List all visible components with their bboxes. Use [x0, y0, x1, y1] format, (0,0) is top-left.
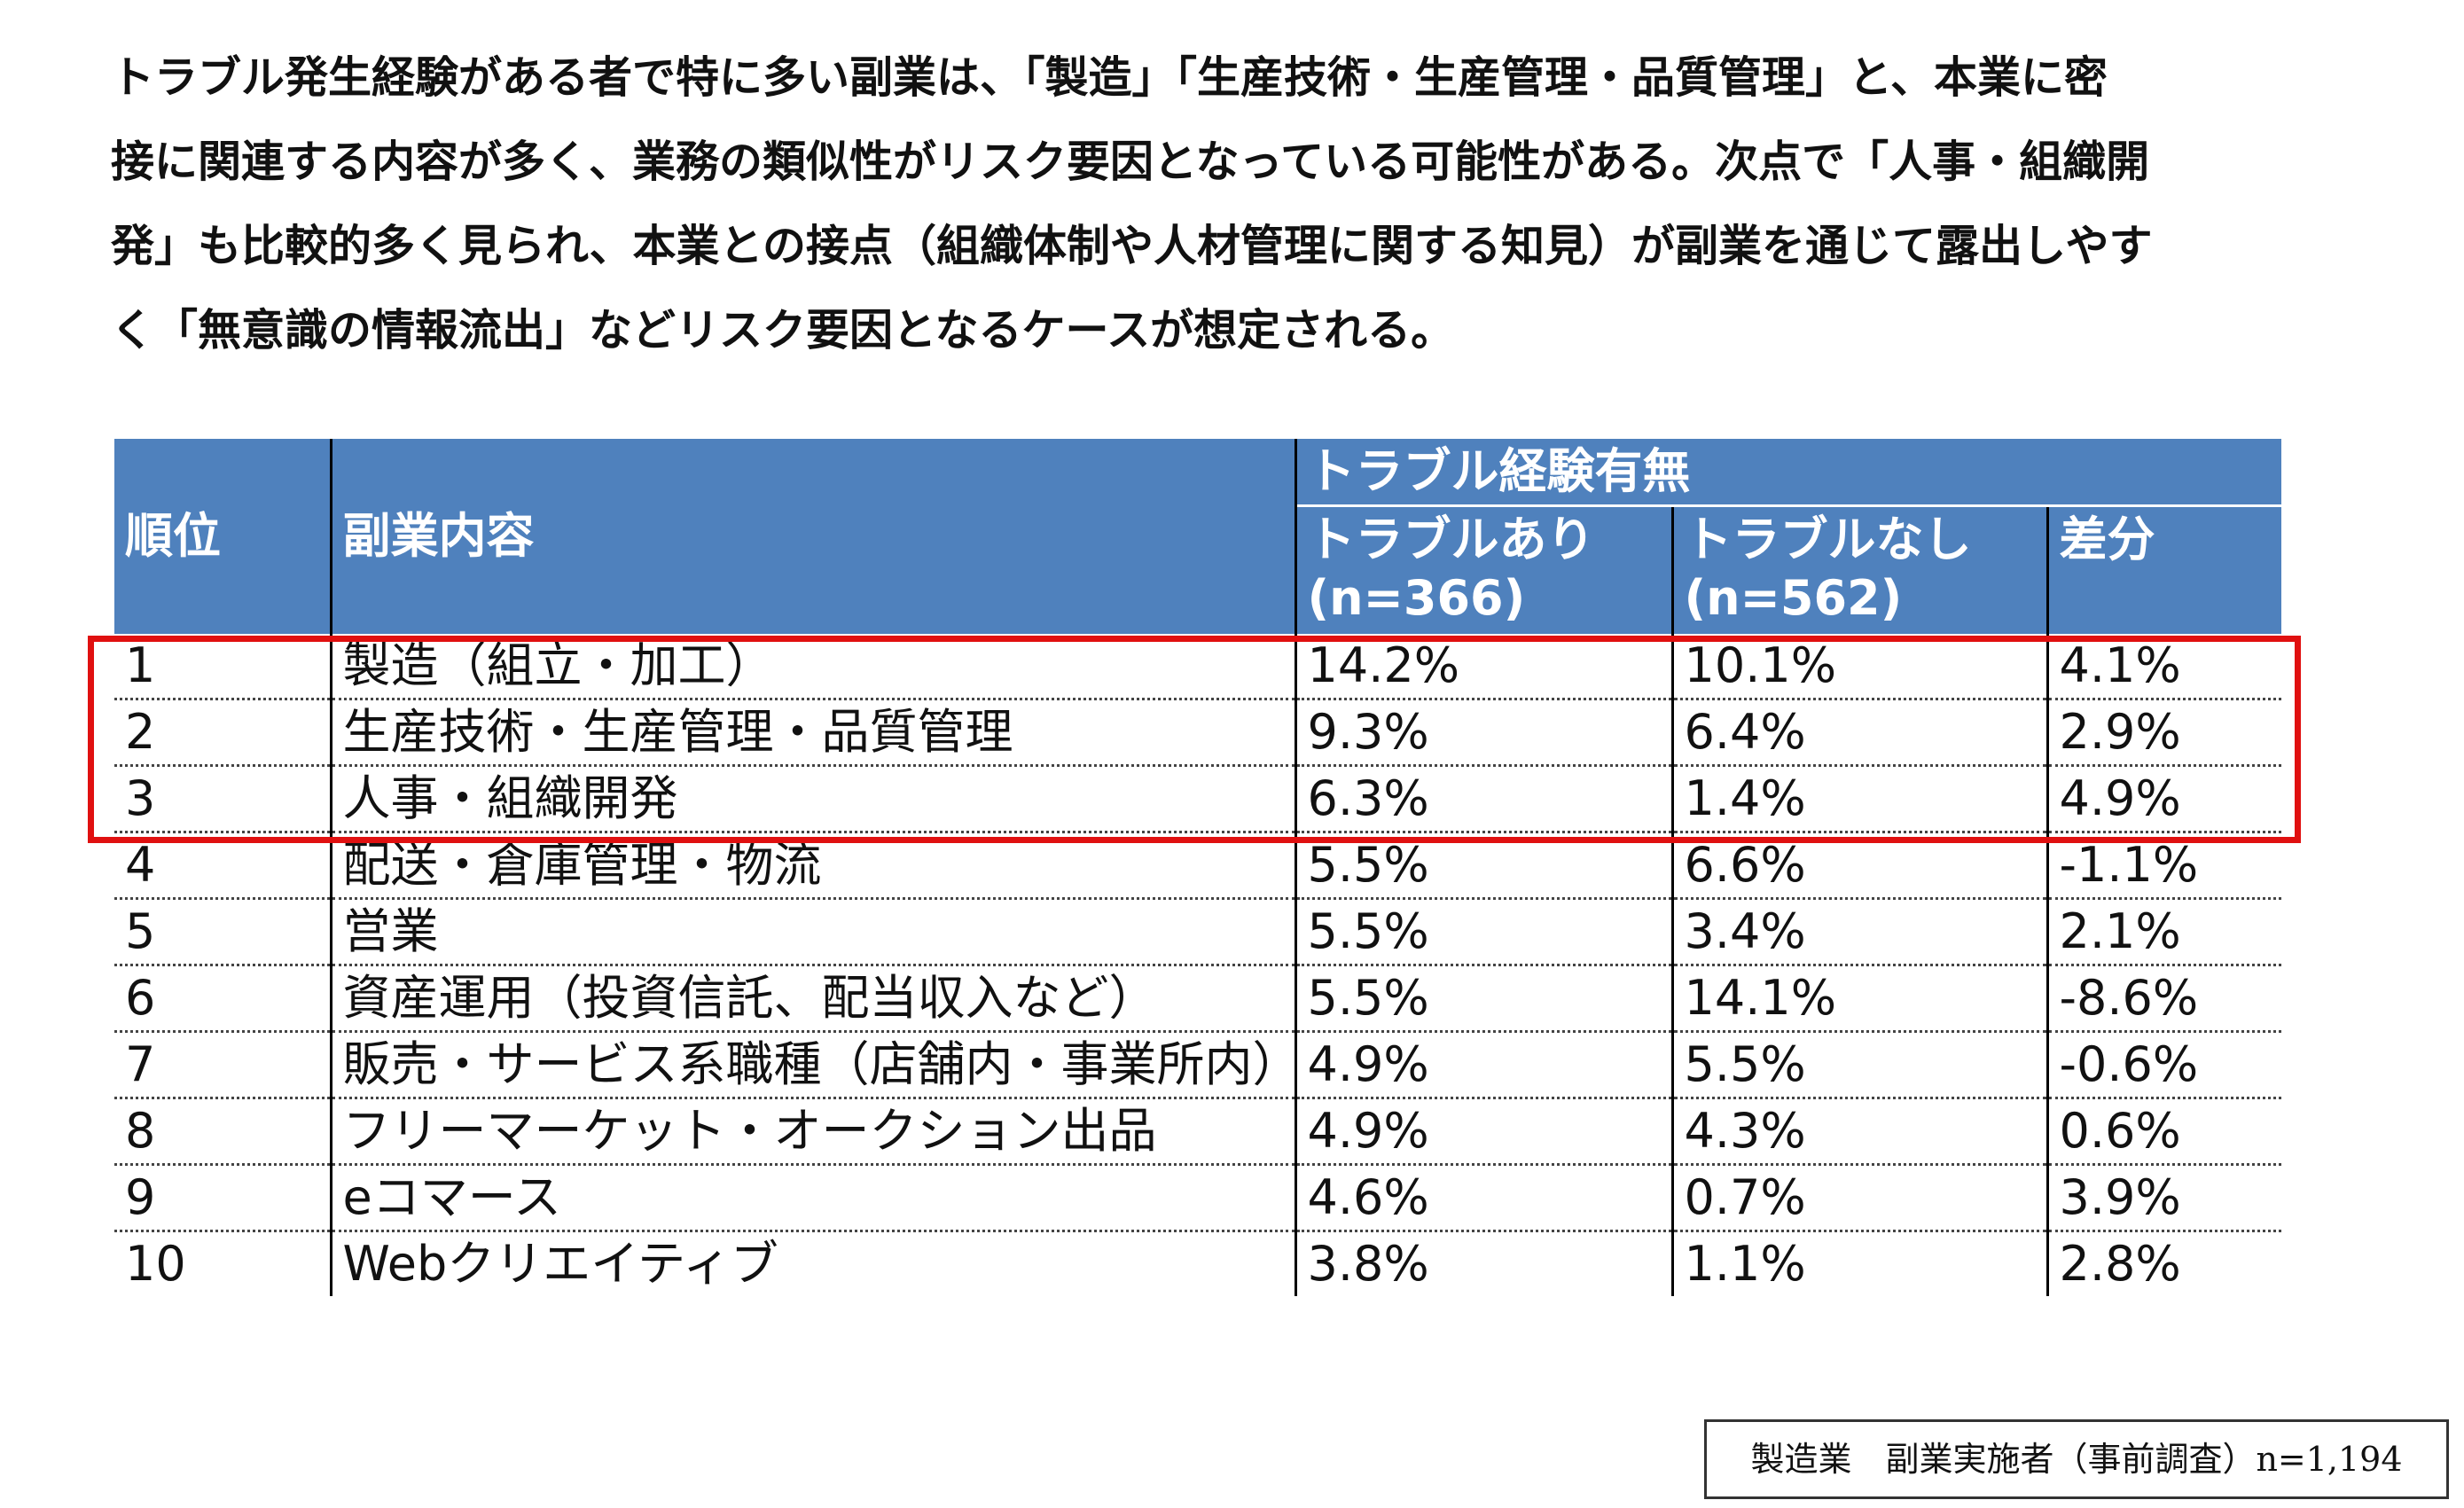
rank-cell: 7 [114, 1031, 331, 1099]
header-group: トラブル経験有無 [1294, 439, 2281, 506]
table-row: 10 Webクリエイティブ 3.8% 1.1% 2.8% [114, 1231, 2281, 1296]
table-row: 3 人事・組織開発 6.3% 1.4% 4.9% [114, 765, 2281, 833]
without-trouble-cell: 4.3% [1670, 1098, 2047, 1166]
with-trouble-cell: 4.9% [1294, 1098, 1672, 1166]
rank-cell: 3 [114, 765, 331, 833]
without-trouble-cell: 1.4% [1670, 765, 2047, 833]
header-without: トラブルなし (n=562) [1670, 504, 2047, 634]
table-row: 5 営業 5.5% 3.4% 2.1% [114, 898, 2281, 966]
difference-cell: 4.9% [2046, 765, 2281, 833]
with-trouble-cell: 5.5% [1294, 965, 1672, 1033]
difference-cell: 2.8% [2046, 1231, 2281, 1296]
content-cell: 営業 [329, 898, 1295, 966]
with-trouble-cell: 5.5% [1294, 898, 1672, 966]
content-cell: 販売・サービス系職種（店舗内・事業所内） [329, 1031, 1301, 1099]
paragraph: トラブル発生経験がある者で特に多い副業は、「製造」「生産技術・生産管理・品質管理… [111, 35, 2381, 372]
content-cell: 製造（組立・加工） [329, 633, 1295, 700]
paragraph-line: く「無意識の情報流出」などリスク要因となるケースが想定される。 [111, 304, 1455, 356]
rank-cell: 9 [114, 1164, 331, 1232]
header-with: トラブルあり (n=366) [1294, 504, 1672, 634]
paragraph-line: 発」も比較的多く見られ、本業との接点（組織体制や人材管理に関する知見）が副業を通… [111, 220, 2153, 271]
rank-cell: 6 [114, 965, 331, 1033]
difference-cell: 2.1% [2046, 898, 2281, 966]
table-row: 6 資産運用（投資信託、配当収入など） 5.5% 14.1% -8.6% [114, 965, 2281, 1033]
ranking-table: 順位 副業内容 トラブル経験有無 トラブルあり (n=366) トラブルなし (… [114, 439, 2281, 1296]
without-trouble-cell: 3.4% [1670, 898, 2047, 966]
rank-cell: 5 [114, 898, 331, 966]
rank-cell: 1 [114, 633, 331, 700]
table-row: 8 フリーマーケット・オークション出品 4.9% 4.3% 0.6% [114, 1098, 2281, 1166]
header-diff: 差分 [2046, 504, 2281, 634]
with-trouble-cell: 3.8% [1294, 1231, 1672, 1296]
rank-cell: 2 [114, 699, 331, 767]
content-cell: 生産技術・生産管理・品質管理 [329, 699, 1295, 767]
with-trouble-cell: 14.2% [1294, 633, 1672, 700]
without-trouble-cell: 5.5% [1670, 1031, 2047, 1099]
table-row: 7 販売・サービス系職種（店舗内・事業所内） 4.9% 5.5% -0.6% [114, 1031, 2281, 1099]
with-trouble-cell: 4.9% [1294, 1031, 1672, 1099]
highlight-box [88, 636, 2301, 843]
without-trouble-cell: 6.4% [1670, 699, 2047, 767]
header-content: 副業内容 [329, 439, 1295, 634]
table-body: 1 製造（組立・加工） 14.2% 10.1% 4.1% 2 生産技術・生産管理・品質管理 9… [114, 633, 2281, 1296]
with-trouble-cell: 9.3% [1294, 699, 1672, 767]
paragraph-line: トラブル発生経験がある者で特に多い副業は、「製造」「生産技術・生産管理・品質管理… [111, 51, 2108, 103]
difference-cell: 0.6% [2046, 1098, 2281, 1166]
header-rank: 順位 [114, 439, 331, 634]
table-row: 9 eコマース 4.6% 0.7% 3.9% [114, 1164, 2281, 1232]
with-trouble-cell: 6.3% [1294, 765, 1672, 833]
content-cell: Webクリエイティブ [329, 1231, 1295, 1296]
difference-cell: 3.9% [2046, 1164, 2281, 1232]
table-row: 2 生産技術・生産管理・品質管理 9.3% 6.4% 2.9% [114, 699, 2281, 767]
rank-cell: 8 [114, 1098, 331, 1166]
difference-cell: -8.6% [2046, 965, 2281, 1033]
paragraph-line: 接に関連する内容が多く、業務の類似性がリスク要因となっている可能性がある。次点で… [111, 136, 2150, 187]
difference-cell: 4.1% [2046, 633, 2281, 700]
content-cell: eコマース [329, 1164, 1295, 1232]
without-trouble-cell: 14.1% [1670, 965, 2047, 1033]
rank-cell: 10 [125, 1235, 186, 1292]
content-cell: 人事・組織開発 [329, 765, 1295, 833]
source-note: 製造業 副業実施者（事前調査）n=1,194 [1704, 1419, 2449, 1499]
without-trouble-cell: 0.7% [1670, 1164, 2047, 1232]
difference-cell: 2.9% [2046, 699, 2281, 767]
content-cell: フリーマーケット・オークション出品 [329, 1098, 1295, 1166]
table-row: 1 製造（組立・加工） 14.2% 10.1% 4.1% [114, 633, 2281, 700]
content-cell: 資産運用（投資信託、配当収入など） [329, 965, 1295, 1033]
with-trouble-cell: 4.6% [1294, 1164, 1672, 1232]
difference-cell: -0.6% [2046, 1031, 2281, 1099]
without-trouble-cell: 10.1% [1670, 633, 2047, 700]
without-trouble-cell: 1.1% [1670, 1231, 2047, 1296]
